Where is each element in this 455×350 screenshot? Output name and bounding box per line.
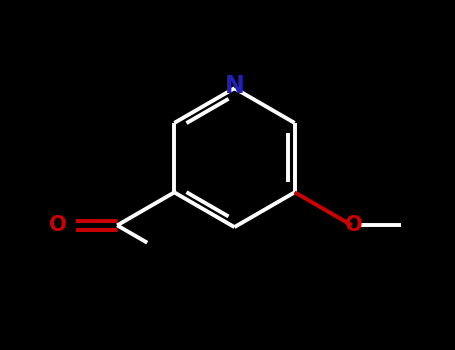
Text: O: O xyxy=(344,215,362,235)
Text: O: O xyxy=(49,215,67,235)
Text: N: N xyxy=(225,75,244,98)
